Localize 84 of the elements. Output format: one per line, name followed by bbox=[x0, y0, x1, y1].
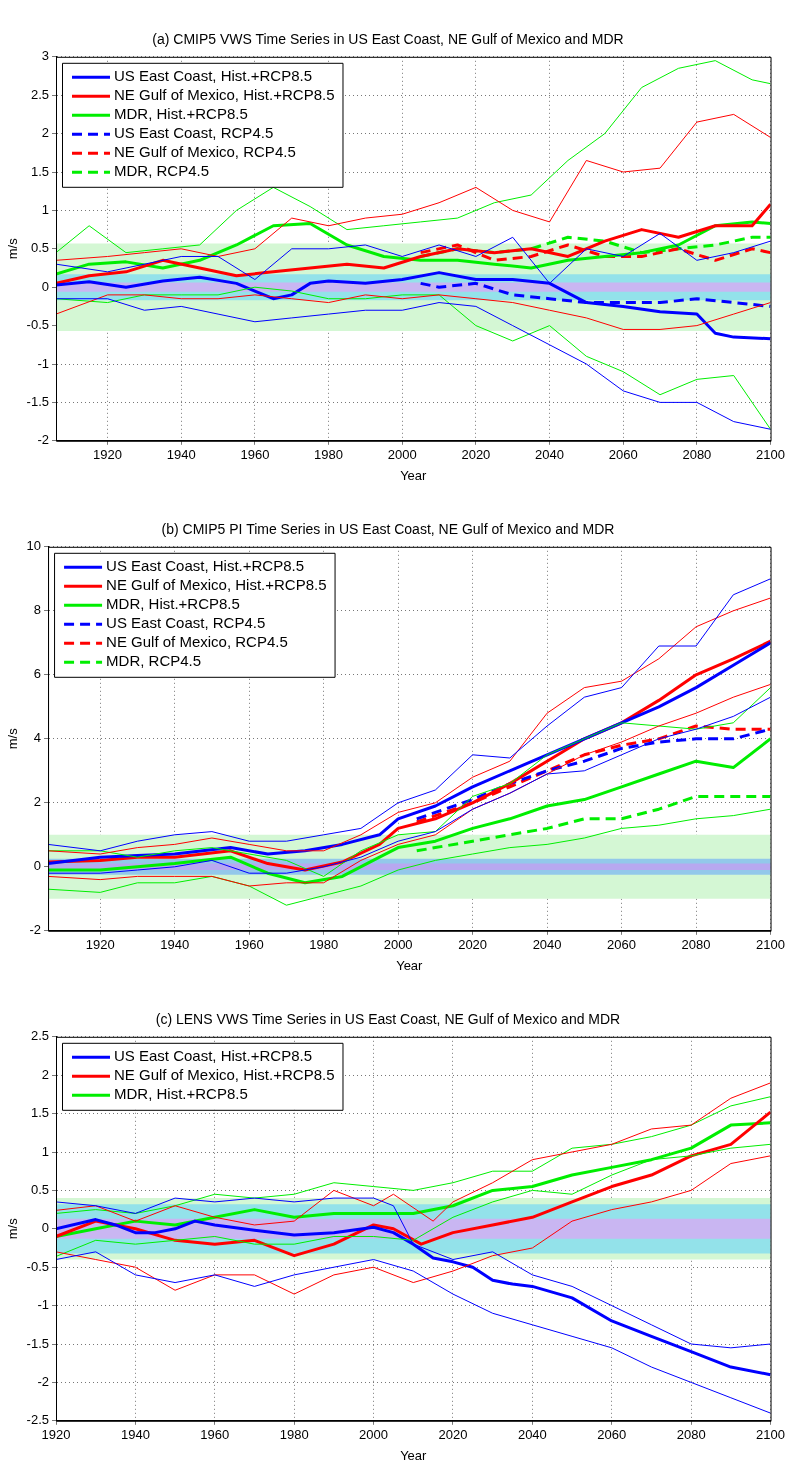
x-tick-label: 2020 bbox=[458, 937, 488, 953]
y-tick-label: 4 bbox=[33, 730, 42, 746]
y-tick-label: 2 bbox=[33, 794, 42, 810]
y-tick-label: -1.5 bbox=[26, 393, 49, 409]
y-tick-label: -2.5 bbox=[26, 1412, 49, 1428]
legend-label: US East Coast, RCP4.5 bbox=[114, 124, 274, 142]
y-tick-label: 3 bbox=[41, 48, 49, 64]
x-tick-label: 2100 bbox=[756, 1427, 785, 1443]
x-tick-label: 2060 bbox=[597, 1427, 627, 1443]
x-tick-label: 1980 bbox=[309, 937, 339, 953]
x-tick-label: 2000 bbox=[383, 937, 413, 953]
legend-label: NE Gulf of Mexico, Hist.+RCP8.5 bbox=[114, 86, 335, 104]
legend-label: NE Gulf of Mexico, RCP4.5 bbox=[114, 143, 296, 161]
x-tick-label: 2080 bbox=[682, 447, 712, 463]
y-tick-label: 1 bbox=[41, 1143, 49, 1159]
y-axis-title: m/s bbox=[5, 1217, 21, 1240]
x-tick-label: 2020 bbox=[438, 1427, 468, 1443]
x-tick-label: 1920 bbox=[93, 447, 123, 463]
x-tick-label: 1940 bbox=[120, 1427, 150, 1443]
y-tick-label: 0.5 bbox=[30, 240, 49, 256]
legend-label: US East Coast, RCP4.5 bbox=[106, 614, 266, 632]
x-tick-label: 2060 bbox=[607, 937, 637, 953]
y-tick-label: 1.5 bbox=[30, 163, 49, 179]
x-tick-label: 2000 bbox=[359, 1427, 389, 1443]
x-tick-label: 1960 bbox=[234, 937, 264, 953]
legend-label: MDR, RCP4.5 bbox=[106, 652, 202, 670]
y-tick-label: 0.5 bbox=[30, 1181, 49, 1197]
legend-label: MDR, Hist.+RCP8.5 bbox=[114, 1085, 248, 1103]
x-tick-label: 1920 bbox=[41, 1427, 71, 1443]
x-tick-label: 2000 bbox=[387, 447, 417, 463]
y-tick-label: -2 bbox=[29, 922, 42, 938]
legend-label: US East Coast, Hist.+RCP8.5 bbox=[106, 557, 305, 575]
legend-label: US East Coast, Hist.+RCP8.5 bbox=[114, 67, 312, 85]
x-tick-label: 1960 bbox=[200, 1427, 230, 1443]
chart-title: (a) CMIP5 VWS Time Series in US East Coast, NE Gulf of Mexico and MDR bbox=[152, 31, 624, 48]
y-tick-label: 0 bbox=[41, 1220, 49, 1236]
x-tick-label: 2080 bbox=[681, 937, 711, 953]
x-tick-label: 2100 bbox=[756, 937, 785, 953]
x-axis-title: Year bbox=[400, 1447, 428, 1463]
line-series bbox=[415, 794, 771, 853]
x-tick-label: 1940 bbox=[160, 937, 190, 953]
legend-label: MDR, RCP4.5 bbox=[114, 162, 210, 180]
legend-label: NE Gulf of Mexico, RCP4.5 bbox=[106, 633, 288, 651]
x-tick-label: 2040 bbox=[517, 1427, 547, 1443]
y-tick-label: 2 bbox=[41, 1066, 49, 1082]
x-tick-label: 1960 bbox=[240, 447, 270, 463]
x-tick-label: 1980 bbox=[279, 1427, 309, 1443]
y-axis-title: m/s bbox=[5, 237, 21, 260]
legend-label: NE Gulf of Mexico, Hist.+RCP8.5 bbox=[106, 576, 327, 594]
x-tick-label: 2040 bbox=[532, 937, 562, 953]
x-tick-label: 2040 bbox=[535, 447, 565, 463]
chart-title: (b) CMIP5 PI Time Series in US East Coast, NE Gulf of Mexico and MDR bbox=[161, 521, 615, 538]
y-tick-label: 1.5 bbox=[30, 1105, 49, 1121]
x-tick-label: 2020 bbox=[461, 447, 491, 463]
x-tick-label: 2060 bbox=[608, 447, 638, 463]
x-axis-title: Year bbox=[400, 467, 428, 483]
x-tick-label: 1920 bbox=[85, 937, 115, 953]
x-tick-label: 2080 bbox=[676, 1427, 706, 1443]
y-tick-label: -1 bbox=[37, 355, 49, 371]
y-tick-label: 10 bbox=[26, 538, 42, 554]
x-tick-label: 2100 bbox=[756, 447, 785, 463]
y-tick-label: 8 bbox=[33, 602, 42, 618]
legend-label: MDR, Hist.+RCP8.5 bbox=[106, 595, 240, 613]
y-tick-label: -0.5 bbox=[26, 317, 49, 333]
legend-label: US East Coast, Hist.+RCP8.5 bbox=[114, 1047, 312, 1065]
x-tick-label: 1940 bbox=[166, 447, 196, 463]
y-tick-label: -1 bbox=[37, 1297, 49, 1313]
y-tick-label: -1.5 bbox=[26, 1335, 49, 1351]
y-axis-title: m/s bbox=[5, 727, 21, 750]
y-tick-label: 2.5 bbox=[30, 86, 49, 102]
y-tick-label: -2 bbox=[37, 1373, 49, 1389]
y-tick-label: 6 bbox=[33, 666, 42, 682]
x-tick-label: 1980 bbox=[314, 447, 344, 463]
legend-label: MDR, Hist.+RCP8.5 bbox=[114, 105, 248, 123]
y-tick-label: 0 bbox=[33, 858, 42, 874]
x-axis-title: Year bbox=[396, 957, 424, 973]
legend-label: NE Gulf of Mexico, Hist.+RCP8.5 bbox=[114, 1066, 335, 1084]
y-tick-label: -2 bbox=[37, 432, 49, 448]
y-tick-label: 0 bbox=[41, 278, 49, 294]
y-tick-label: 1 bbox=[41, 201, 49, 217]
chart-title: (c) LENS VWS Time Series in US East Coast, NE Gulf of Mexico and MDR bbox=[155, 1011, 621, 1028]
y-tick-label: -0.5 bbox=[26, 1258, 49, 1274]
y-tick-label: 2 bbox=[41, 125, 49, 141]
y-tick-label: 2.5 bbox=[30, 1028, 49, 1044]
